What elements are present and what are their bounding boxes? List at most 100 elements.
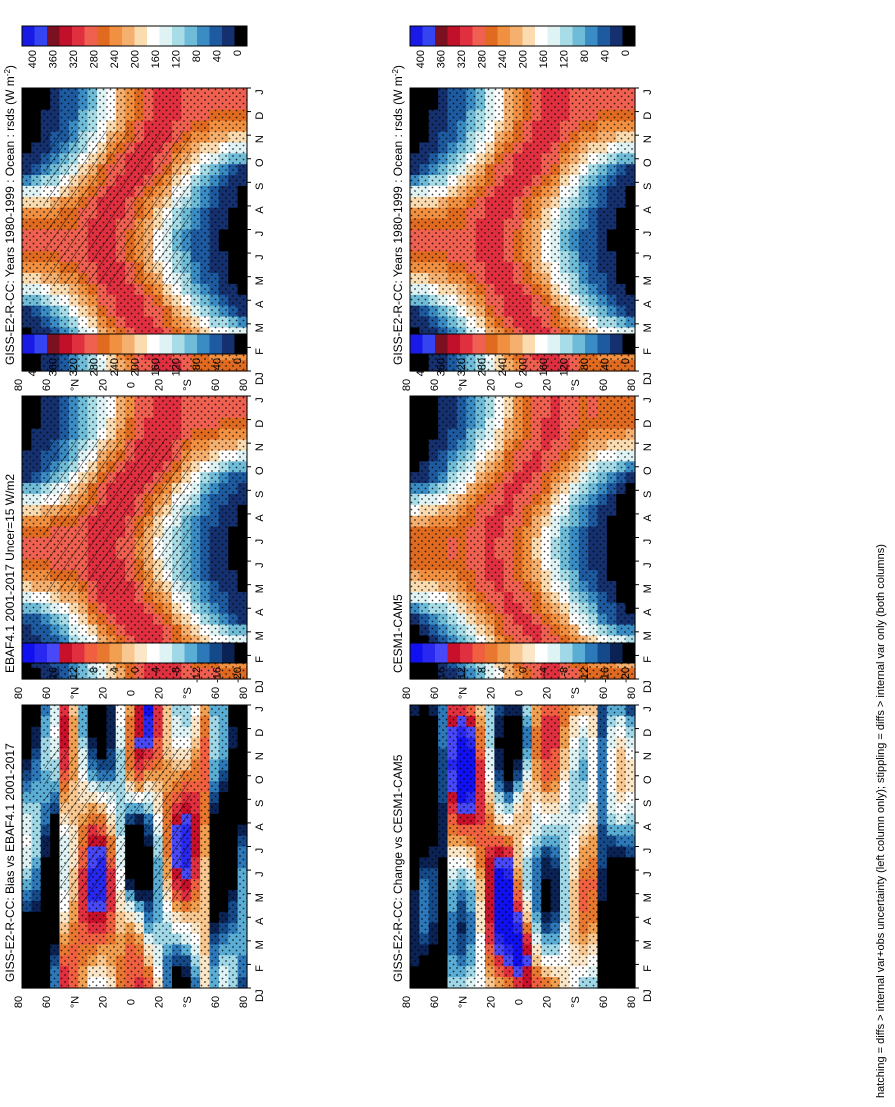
colorbar-label: 0: [518, 667, 530, 673]
colorbar-label: -20: [232, 667, 244, 683]
month-label: A: [642, 206, 654, 214]
colorbar-label: 0: [620, 358, 632, 364]
colorbar-swatch: [172, 334, 185, 354]
lat-tick-label: °S: [182, 687, 194, 699]
month-label: J: [254, 680, 266, 686]
colorbar-label: 280: [477, 358, 489, 376]
colorbar-label: 80: [579, 50, 591, 62]
colorbar-swatch: [47, 26, 60, 46]
month-label: J: [254, 397, 266, 403]
colorbar-frame: [409, 642, 636, 664]
colorbar-label: 16: [436, 667, 448, 679]
stipple-overlay: [410, 88, 635, 371]
colorbar-label: 160: [538, 50, 550, 68]
month-label: J: [254, 706, 266, 712]
month-label: J: [254, 848, 266, 854]
colorbar-swatch: [22, 643, 35, 663]
panel-title: GISS-E2-R-CC: Years 1980-1999 : Ocean : …: [391, 65, 405, 365]
lat-tick-label: 60: [598, 996, 610, 1008]
hatch-overlay: [44, 438, 191, 595]
colorbar-swatch: [472, 334, 486, 354]
lat-tick-label: 20: [154, 379, 166, 391]
month-label: F: [642, 656, 654, 663]
month-label: O: [254, 158, 266, 167]
colorbar-swatch: [622, 26, 636, 46]
colorbar-label: 200: [518, 50, 530, 68]
month-label: A: [254, 608, 266, 616]
month-label: A: [254, 206, 266, 214]
month-label: D: [642, 420, 654, 428]
colorbar-swatch: [72, 334, 85, 354]
colorbar-label: 360: [436, 50, 448, 68]
lat-tick-label: °N: [69, 687, 81, 699]
month-label: J: [254, 539, 266, 545]
colorbar-swatch: [97, 334, 110, 354]
lat-tick-label: 0: [126, 382, 138, 388]
panel-title-text: CESM1-CAM5: [391, 594, 405, 673]
month-label: J: [254, 562, 266, 568]
colorbar-swatch: [197, 643, 210, 663]
month-label: F: [254, 656, 266, 663]
colorbar-swatch: [59, 26, 73, 46]
colorbar-swatch: [222, 26, 235, 46]
colorbar-label: 12: [68, 667, 80, 679]
month-start-label: D: [254, 685, 266, 693]
month-label: S: [254, 800, 266, 807]
month-label: D: [254, 112, 266, 120]
month-label: J: [254, 231, 266, 237]
colorbar-label: 4: [497, 667, 509, 673]
month-start-label: D: [642, 685, 654, 693]
colorbar-swatch: [460, 26, 473, 46]
colorbar-swatch: [472, 26, 486, 46]
lat-tick-label: 80: [401, 687, 413, 699]
lat-tick-label: 80: [238, 687, 250, 699]
colorbar-swatch: [97, 26, 110, 46]
lat-tick-label: 60: [598, 379, 610, 391]
colorbar-swatch: [97, 643, 110, 663]
colorbar-label: 120: [170, 50, 182, 68]
colorbar-swatch: [572, 643, 586, 663]
colorbar-swatch: [485, 26, 498, 46]
lat-tick-label: 60: [429, 996, 441, 1008]
month-label: M: [254, 893, 266, 902]
colorbar-swatch: [547, 26, 561, 46]
month-label: J: [642, 372, 654, 378]
month-label: M: [254, 584, 266, 593]
colorbar-label: 40: [211, 50, 223, 62]
panel-title-end: ): [3, 65, 17, 69]
month-label: N: [254, 135, 266, 143]
colorbar-swatch: [560, 334, 573, 354]
lat-tick-label: 80: [401, 996, 413, 1008]
colorbar-swatch: [422, 26, 436, 46]
colorbar-swatch: [172, 26, 185, 46]
colorbar-swatch: [84, 26, 98, 46]
colorbar-swatch: [585, 334, 598, 354]
colorbar-label: 320: [68, 358, 80, 376]
colorbar-swatch: [510, 334, 523, 354]
lat-tick-label: 60: [210, 687, 222, 699]
month-label: J: [254, 372, 266, 378]
month-label: O: [642, 158, 654, 167]
colorbar-swatch: [410, 334, 423, 354]
month-label: F: [254, 348, 266, 355]
month-label: A: [254, 917, 266, 925]
lat-tick-label: 20: [542, 379, 554, 391]
month-label: J: [254, 871, 266, 877]
colorbar-swatch: [585, 26, 598, 46]
lat-tick-label: 0: [514, 999, 526, 1005]
colorbar-label: 0: [620, 50, 632, 56]
stipple-overlay: [410, 396, 635, 679]
panel-title-sup: -2: [391, 69, 400, 77]
lat-tick-label: 80: [13, 379, 25, 391]
colorbar-swatch: [234, 643, 248, 663]
month-label: S: [642, 491, 654, 498]
colorbar-label: 160: [538, 358, 550, 376]
colorbar-label: -12: [579, 667, 591, 683]
colorbar-swatch: [622, 334, 636, 354]
colorbar-swatch: [510, 643, 523, 663]
lat-tick-label: 80: [626, 379, 638, 391]
colorbar-label: 200: [130, 358, 142, 376]
colorbar-label: 80: [191, 358, 203, 370]
colorbar-label: 20: [27, 667, 39, 679]
month-label: D: [642, 729, 654, 737]
